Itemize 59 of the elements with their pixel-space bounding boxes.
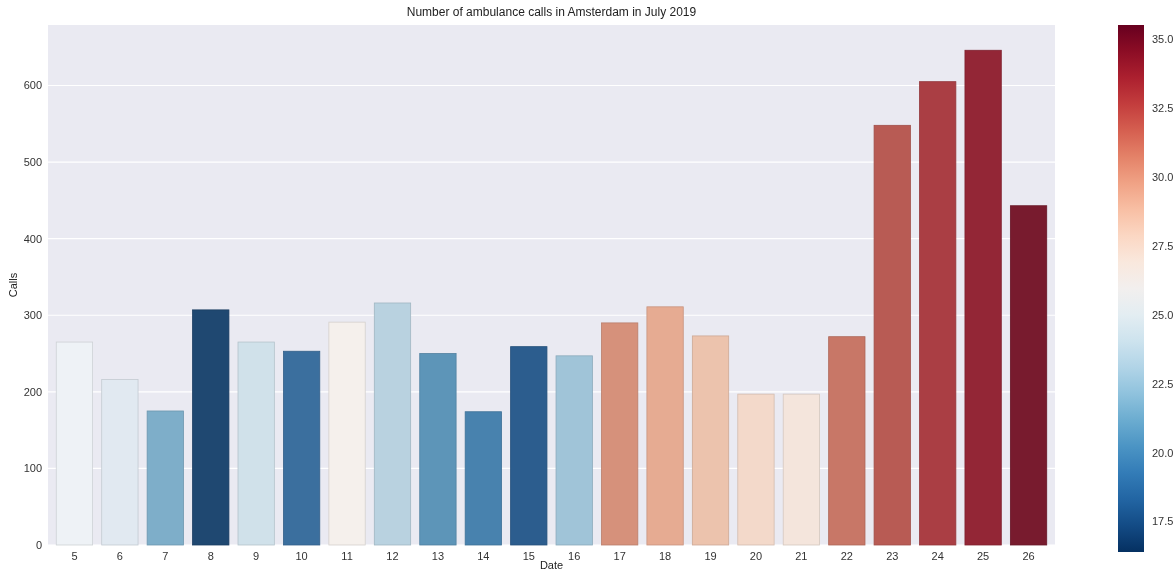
- bar: [237, 341, 275, 546]
- x-tick-label: 11: [341, 550, 353, 562]
- x-tick-label: 12: [386, 550, 399, 562]
- color-bar-label: 20.0: [1152, 446, 1173, 459]
- bar: [1009, 205, 1048, 546]
- bar: [419, 353, 457, 546]
- y-tick-label: 600: [23, 79, 42, 92]
- y-tick-label: 0: [35, 538, 42, 551]
- bar: [691, 335, 730, 546]
- y-tick-label: 100: [23, 462, 42, 475]
- x-tick-label: 23: [886, 550, 899, 562]
- x-tick-label: 15: [522, 550, 535, 562]
- x-tick-label: 22: [840, 550, 853, 562]
- bar: [737, 393, 775, 546]
- bar: [919, 81, 957, 546]
- x-tick-label: 6: [116, 550, 123, 562]
- color-bar-label: 35.0: [1152, 32, 1173, 45]
- bar: [964, 49, 1002, 546]
- bar: [646, 306, 684, 546]
- x-tick-label: 25: [977, 550, 990, 562]
- color-bar-label: 22.5: [1152, 377, 1173, 390]
- chart-title: Number of ambulance calls in Amsterdam in July 2019: [406, 5, 697, 19]
- bar: [555, 355, 593, 546]
- bar: [873, 124, 911, 546]
- x-tick-label: 10: [295, 550, 308, 562]
- x-tick-label: 18: [658, 550, 672, 562]
- bar: [192, 309, 230, 546]
- x-tick-label: 7: [162, 550, 169, 562]
- x-axis-title: Date: [539, 559, 564, 571]
- y-tick-label: 500: [23, 155, 42, 168]
- color-bar-label: 27.5: [1152, 239, 1173, 252]
- bar: [782, 393, 820, 546]
- bar: [146, 410, 184, 546]
- x-tick-label: 20: [749, 550, 763, 562]
- bar: [828, 336, 866, 546]
- x-tick-label: 13: [431, 550, 445, 562]
- color-bar-label: 25.0: [1152, 308, 1173, 321]
- x-tick-label: 26: [1022, 550, 1035, 562]
- y-tick-label: 300: [23, 309, 42, 322]
- bar: [464, 411, 502, 546]
- x-tick-label: 19: [704, 550, 717, 562]
- x-tick-label: 14: [477, 550, 490, 562]
- color-bar-label: 30.0: [1152, 170, 1173, 183]
- y-tick-label: 200: [23, 385, 42, 398]
- color-bar-label: 32.5: [1152, 101, 1173, 114]
- x-tick-label: 9: [253, 550, 260, 562]
- x-tick-label: 21: [795, 550, 808, 562]
- bar: [601, 322, 639, 546]
- x-tick-label: 16: [568, 550, 581, 562]
- bar: [283, 350, 321, 546]
- y-axis-title: Calls: [7, 272, 19, 298]
- bar: [373, 302, 412, 546]
- color-bar-label: 17.5: [1152, 515, 1173, 528]
- x-tick-label: 5: [71, 550, 78, 562]
- x-tick-label: 24: [931, 550, 944, 562]
- bar: [510, 346, 548, 546]
- x-tick-label: 8: [207, 550, 214, 562]
- x-tick-label: 17: [613, 550, 626, 562]
- y-tick-label: 400: [23, 232, 42, 245]
